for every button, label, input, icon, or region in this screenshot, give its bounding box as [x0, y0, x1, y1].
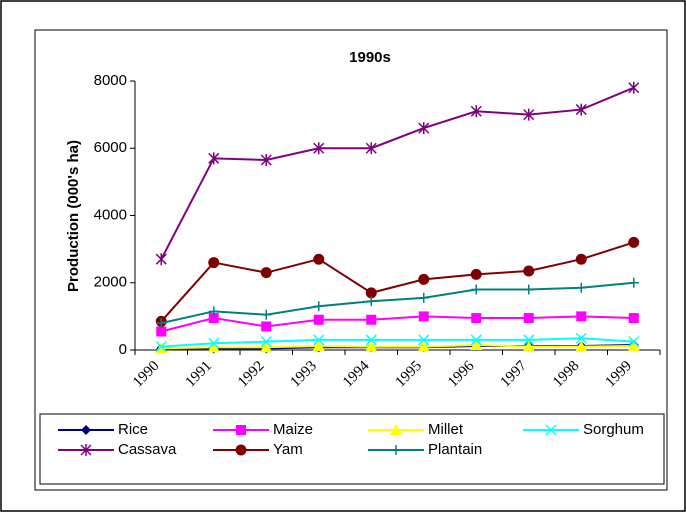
- marker: [313, 334, 325, 346]
- marker: [418, 122, 430, 135]
- marker: [627, 339, 640, 351]
- marker: [628, 236, 640, 248]
- marker: [365, 287, 377, 299]
- marker: [391, 445, 401, 455]
- marker: [313, 142, 325, 155]
- marker: [576, 311, 587, 322]
- marker: [628, 336, 640, 348]
- y-tick-label: 4000: [94, 206, 127, 223]
- marker: [155, 341, 167, 353]
- marker: [628, 313, 639, 324]
- marker: [470, 334, 482, 346]
- marker: [313, 314, 324, 325]
- legend-label: Plantain: [428, 441, 482, 458]
- marker: [523, 265, 535, 277]
- marker: [312, 339, 325, 351]
- marker: [575, 253, 587, 265]
- marker: [260, 336, 272, 348]
- marker: [365, 340, 378, 352]
- marker: [366, 296, 377, 307]
- marker: [365, 334, 377, 346]
- marker: [156, 326, 167, 337]
- series-line: [160, 241, 635, 323]
- marker: [470, 338, 483, 350]
- marker: [260, 154, 272, 167]
- marker: [470, 268, 482, 280]
- legend-label: Millet: [428, 421, 464, 438]
- marker: [418, 292, 429, 303]
- marker: [261, 309, 272, 320]
- marker: [365, 142, 377, 155]
- marker: [80, 444, 92, 456]
- marker: [523, 284, 534, 295]
- series-line: [161, 281, 634, 325]
- marker: [471, 284, 482, 295]
- marker: [260, 341, 273, 353]
- marker: [260, 267, 272, 279]
- marker: [81, 425, 91, 435]
- chart-frame: [34, 29, 668, 491]
- marker: [523, 313, 534, 324]
- legend-label: Maize: [273, 421, 313, 438]
- marker: [470, 105, 482, 118]
- marker: [575, 332, 587, 344]
- marker: [208, 337, 220, 349]
- marker: [545, 424, 557, 436]
- marker: [155, 253, 167, 266]
- marker: [313, 253, 325, 265]
- marker: [418, 334, 430, 346]
- y-axis-label: Production (000's ha): [65, 140, 82, 292]
- legend-label: Rice: [118, 421, 148, 438]
- marker: [628, 81, 640, 94]
- series-line: [161, 337, 634, 348]
- series-line: [161, 343, 634, 350]
- marker: [208, 152, 220, 165]
- marker: [156, 318, 167, 329]
- marker: [523, 108, 535, 121]
- marker: [575, 103, 587, 116]
- marker: [418, 273, 430, 285]
- chart-title: 1990s: [349, 49, 391, 66]
- marker: [207, 341, 220, 353]
- marker: [366, 314, 377, 325]
- marker: [576, 282, 587, 293]
- marker: [628, 277, 639, 288]
- marker: [417, 340, 430, 352]
- legend-label: Cassava: [118, 441, 177, 458]
- y-tick-label: 2000: [94, 274, 127, 291]
- y-tick-label: 8000: [94, 72, 127, 89]
- marker: [471, 313, 482, 324]
- series-line: [160, 86, 635, 260]
- marker: [235, 444, 247, 456]
- y-tick-label: 6000: [94, 139, 127, 156]
- marker: [208, 313, 219, 324]
- legend-box: [39, 413, 665, 485]
- marker: [575, 340, 588, 352]
- marker: [208, 306, 219, 317]
- marker: [390, 424, 402, 435]
- y-tick-label: 0: [119, 341, 127, 358]
- legend-label: Sorghum: [583, 421, 644, 438]
- marker: [522, 340, 535, 352]
- marker: [261, 321, 272, 332]
- legend-label: Yam: [273, 441, 303, 458]
- series-line: [161, 315, 634, 333]
- marker: [236, 425, 246, 435]
- marker: [208, 257, 220, 269]
- marker: [523, 334, 535, 346]
- marker: [418, 311, 429, 322]
- marker: [313, 301, 324, 312]
